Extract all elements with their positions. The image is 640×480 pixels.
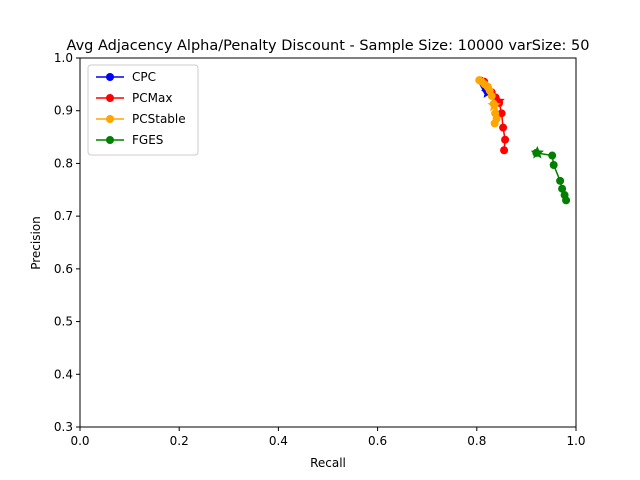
x-tick-label: 1.0 [566, 434, 585, 448]
y-tick-label: 0.9 [54, 104, 73, 118]
data-point [549, 161, 558, 170]
data-point [500, 146, 509, 155]
legend-item-fges: FGES [96, 133, 163, 147]
highlight-star [487, 98, 501, 112]
y-tick-label: 0.5 [54, 315, 73, 329]
legend-item-pcmax: PCMax [96, 91, 172, 105]
legend-label: CPC [132, 70, 156, 84]
y-tick-label: 0.6 [54, 262, 73, 276]
series-pcstable [475, 76, 501, 128]
x-tick-label: 0.2 [170, 434, 189, 448]
legend-marker [106, 73, 114, 81]
legend-item-pcstable: PCStable [96, 112, 186, 126]
y-tick-label: 0.7 [54, 209, 73, 223]
y-tick-label: 0.3 [54, 420, 73, 434]
y-tick-label: 0.8 [54, 156, 73, 170]
data-point [497, 109, 506, 118]
legend-marker [106, 136, 114, 144]
y-tick-label: 0.4 [54, 367, 73, 381]
legend-item-cpc: CPC [96, 70, 156, 84]
data-point [562, 196, 571, 205]
series-fges [530, 145, 571, 205]
legend-box [87, 64, 199, 156]
legend: CPC PCMax PCStable FGES [87, 64, 199, 156]
data-point [490, 119, 499, 128]
legend-marker [106, 94, 114, 102]
x-tick-label: 0.8 [467, 434, 486, 448]
y-axis: 0.3 0.4 0.5 0.6 0.7 0.8 0.9 1.0 [54, 51, 80, 434]
data-point [501, 135, 510, 144]
data-point [487, 91, 496, 100]
x-tick-label: 0.6 [368, 434, 387, 448]
legend-marker [106, 115, 114, 123]
x-tick-label: 0.4 [269, 434, 288, 448]
data-point [556, 176, 565, 185]
highlight-star [530, 145, 544, 159]
data-point [499, 123, 508, 132]
legend-label: FGES [132, 133, 163, 147]
y-tick-label: 1.0 [54, 51, 73, 65]
x-tick-label: 0.0 [70, 434, 89, 448]
data-point [558, 184, 567, 193]
chart-title: Avg Adjacency Alpha/Penalty Discount - S… [67, 38, 590, 54]
data-point [548, 151, 557, 160]
legend-label: PCStable [132, 112, 186, 126]
x-axis-label: Recall [310, 456, 346, 470]
x-axis: 0.0 0.2 0.4 0.6 0.8 1.0 [70, 427, 586, 448]
legend-label: PCMax [132, 91, 172, 105]
y-axis-label: Precision [29, 216, 43, 270]
